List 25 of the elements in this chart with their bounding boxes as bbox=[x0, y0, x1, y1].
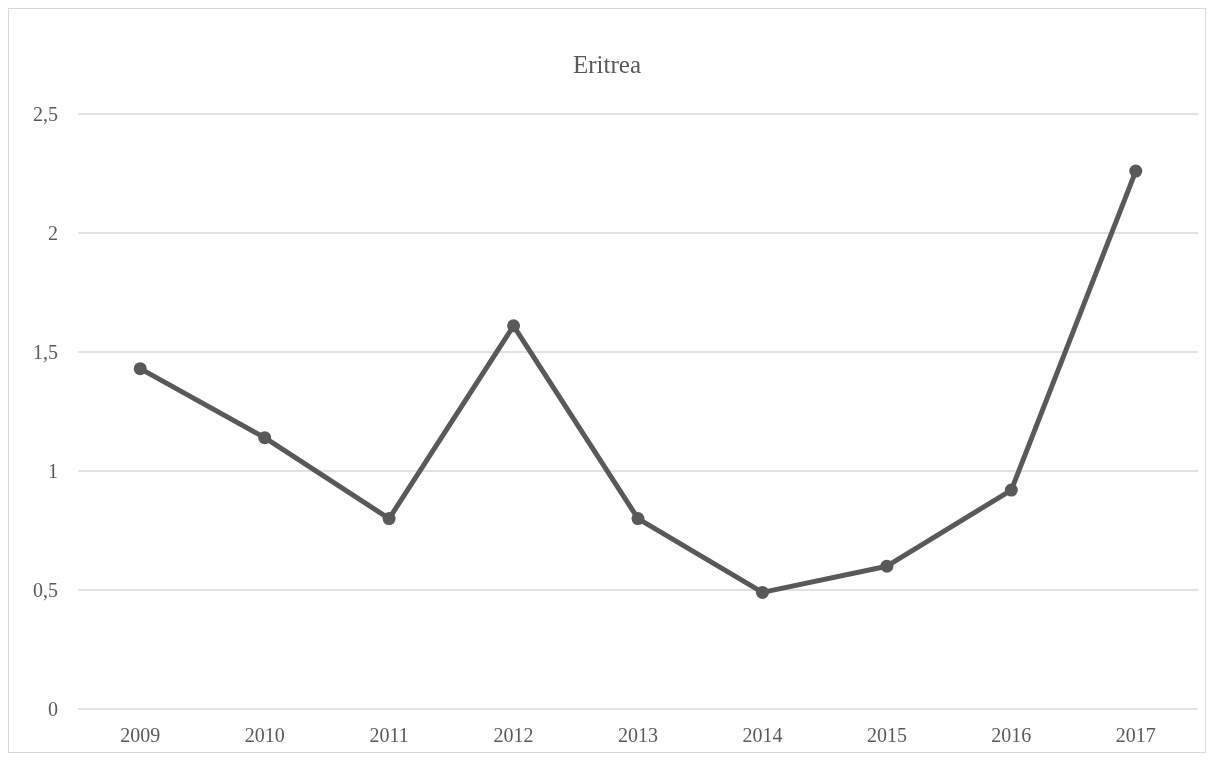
point bbox=[507, 319, 521, 333]
x-tick-label: 2010 bbox=[244, 724, 285, 746]
x-tick-label: 2009 bbox=[120, 724, 161, 746]
y-tick-label: 2 bbox=[48, 222, 58, 244]
point bbox=[258, 431, 272, 445]
x-tick-label: 2011 bbox=[369, 724, 409, 746]
x-tick-label: 2013 bbox=[618, 724, 658, 746]
x-tick-label: 2016 bbox=[991, 724, 1032, 746]
point bbox=[382, 512, 396, 526]
x-tick-label: 2012 bbox=[493, 724, 534, 746]
y-tick-label: 1 bbox=[48, 460, 58, 482]
y-tick-label: 1,5 bbox=[33, 341, 58, 363]
point bbox=[133, 362, 147, 376]
x-tick-label: 2015 bbox=[866, 724, 907, 746]
y-tick-label: 2,5 bbox=[33, 103, 58, 125]
x-tick-label: 2014 bbox=[742, 724, 783, 746]
y-tick-label: 0,5 bbox=[33, 579, 58, 601]
point bbox=[1129, 164, 1143, 178]
y-tick-label: 0 bbox=[48, 698, 58, 720]
x-tick-label: 2017 bbox=[1115, 724, 1156, 746]
point bbox=[1004, 483, 1018, 497]
point bbox=[631, 512, 645, 526]
point bbox=[755, 585, 769, 599]
chart-title: Eritrea bbox=[572, 51, 642, 78]
point bbox=[880, 559, 894, 573]
